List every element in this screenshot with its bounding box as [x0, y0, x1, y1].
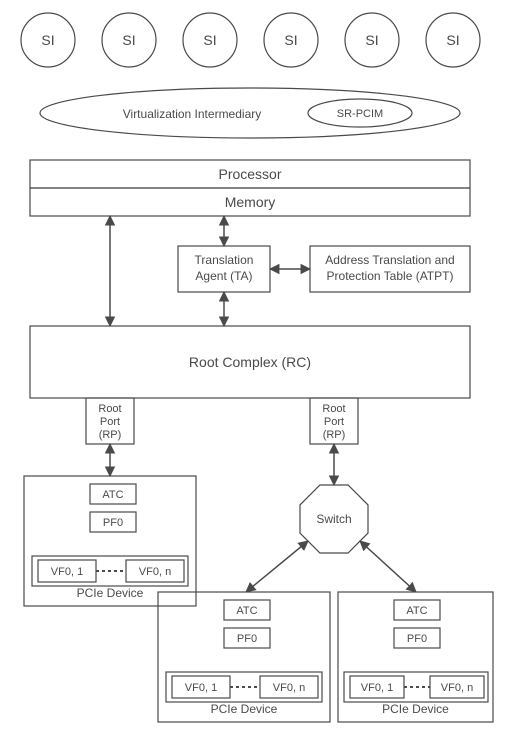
si-label: SI: [122, 32, 135, 48]
root-complex-label: Root Complex (RC): [189, 354, 311, 370]
root-port-label: Port: [324, 416, 344, 428]
vf-label: VF0, n: [139, 566, 171, 578]
atpt-label: Address Translation and: [325, 253, 454, 267]
d-arrow: [246, 541, 308, 592]
si-label: SI: [446, 32, 459, 48]
atpt-label: Protection Table (ATPT): [327, 269, 454, 283]
processor-label: Processor: [218, 166, 281, 182]
atc-label: ATC: [406, 605, 427, 617]
atc-label: ATC: [102, 489, 123, 501]
d-arrow: [360, 541, 416, 592]
vf-label: VF0, 1: [51, 566, 83, 578]
root-port-label: (RP): [323, 429, 346, 441]
pf-label: PF0: [407, 633, 427, 645]
root-port-label: Root: [322, 403, 345, 415]
vf-label: VF0, n: [441, 682, 473, 694]
ta-label: Translation: [195, 253, 254, 267]
sr-pcim-label: SR-PCIM: [337, 108, 383, 120]
pcie-device-label: PCIe Device: [382, 702, 449, 716]
switch-label: Switch: [316, 512, 351, 526]
vi-label: Virtualization Intermediary: [123, 107, 262, 121]
memory-label: Memory: [225, 194, 276, 210]
si-label: SI: [365, 32, 378, 48]
vf-label: VF0, 1: [361, 682, 393, 694]
pf-label: PF0: [103, 517, 123, 529]
vf-label: VF0, 1: [185, 682, 217, 694]
atc-label: ATC: [236, 605, 257, 617]
root-port-label: Root: [98, 403, 121, 415]
pcie-device-label: PCIe Device: [211, 702, 278, 716]
pcie-device-label: PCIe Device: [77, 586, 144, 600]
ta-label: Agent (TA): [195, 269, 252, 283]
si-label: SI: [41, 32, 54, 48]
pf-label: PF0: [237, 633, 257, 645]
root-port-label: (RP): [99, 429, 122, 441]
si-label: SI: [284, 32, 297, 48]
si-label: SI: [203, 32, 216, 48]
root-port-label: Port: [100, 416, 120, 428]
vf-label: VF0, n: [273, 682, 305, 694]
